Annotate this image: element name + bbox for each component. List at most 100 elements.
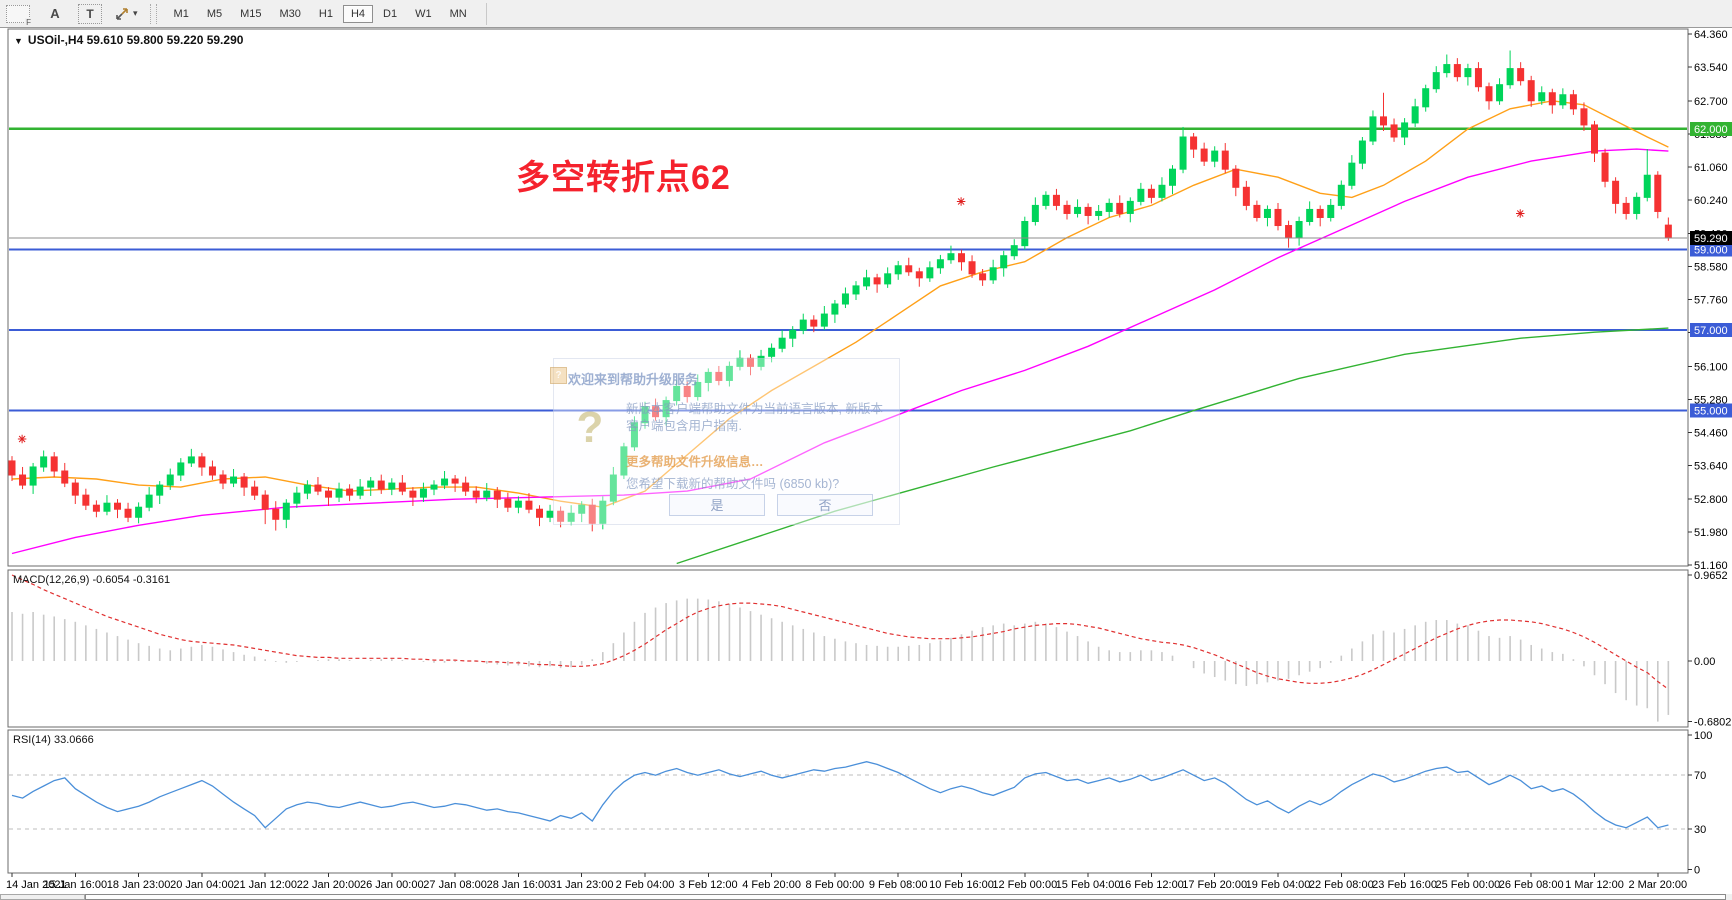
candle-body — [1506, 68, 1514, 86]
scrollbar-left-box — [0, 894, 85, 900]
candle-body — [725, 365, 733, 381]
candle-body — [1010, 245, 1018, 257]
candle-body — [683, 385, 691, 398]
tf-button-MN[interactable]: MN — [449, 7, 467, 20]
candle-body — [1348, 162, 1356, 186]
candle-body — [1464, 68, 1472, 78]
date-label: 2 Mar 20:00 — [1628, 879, 1687, 891]
candle-body — [1306, 208, 1314, 223]
candle-body — [367, 480, 375, 488]
scrollbar-thumb[interactable] — [85, 894, 1726, 900]
rsi-panel-label: RSI(14) 33.0666 — [13, 734, 94, 746]
current-price-pill — [1690, 231, 1732, 246]
candle-body — [272, 508, 280, 520]
candle-body — [968, 261, 976, 275]
text-label-button[interactable]: T — [78, 3, 102, 24]
candle-body — [609, 474, 617, 502]
candle-body — [1390, 124, 1398, 138]
symbol-collapse-icon[interactable]: ▼ — [14, 36, 23, 46]
price-tick-label: 61.060 — [1694, 162, 1728, 174]
price-pill-55.000 — [1690, 403, 1732, 418]
price-tick-label: 55.280 — [1694, 394, 1728, 406]
price-tick-label: 52.800 — [1694, 494, 1728, 506]
candle-body — [346, 488, 354, 496]
candle-body — [166, 474, 174, 486]
candle-body — [557, 510, 565, 522]
candle-body — [715, 371, 723, 381]
candle-body — [1042, 194, 1050, 206]
candle-body — [493, 490, 501, 500]
macd-tick-label: -0.6802 — [1694, 717, 1731, 729]
candle-body — [1622, 202, 1630, 214]
tf-button-D1[interactable]: D1 — [383, 7, 398, 20]
date-label: 21 Jan 12:00 — [233, 879, 297, 891]
candle-body — [325, 490, 332, 498]
candle-body — [335, 488, 343, 498]
candle-body — [1432, 72, 1440, 90]
price-tick-label: 58.580 — [1694, 262, 1728, 274]
date-label: 22 Jan 20:00 — [297, 879, 361, 891]
draw-objects-button[interactable]: ▾ — [114, 3, 138, 25]
tf-button-H1[interactable]: H1 — [318, 7, 333, 20]
ma-slow-green — [676, 327, 1669, 565]
price-tick-label: 51.160 — [1694, 560, 1728, 572]
chart-annotation-text: 多空转折点62 — [516, 159, 731, 197]
price-tick-label: 60.240 — [1694, 195, 1728, 207]
candle-body — [1190, 136, 1198, 150]
candle-body — [219, 474, 227, 484]
tf-button-M1[interactable]: M1 — [173, 7, 189, 20]
candle-body — [1031, 204, 1039, 223]
candle-body — [1169, 168, 1176, 186]
macd-panel-label: MACD(12,26,9) -0.6054 -0.3161 — [13, 574, 171, 586]
candle-body — [50, 456, 58, 472]
candle-body — [251, 486, 259, 496]
date-label: 10 Feb 16:00 — [929, 879, 994, 891]
price-pill-55.000-text: 55.000 — [1694, 406, 1728, 418]
tf-button-M30[interactable]: M30 — [279, 7, 301, 20]
rsi-tick-label: 30 — [1694, 824, 1706, 836]
candle-body — [1274, 208, 1282, 227]
candle-body — [103, 502, 111, 512]
tf-button-H4[interactable]: H4 — [342, 4, 374, 23]
candle-body — [472, 490, 480, 498]
ma-mid-magenta — [11, 148, 1669, 555]
candle-body — [958, 253, 965, 263]
candle-body — [979, 273, 987, 281]
tf-button-W1[interactable]: W1 — [415, 7, 432, 20]
candle-body — [578, 504, 586, 514]
rsi-tick-label: 70 — [1694, 770, 1706, 782]
chart-shift-icon[interactable]: F — [6, 4, 32, 27]
chart-shift-label: F — [25, 17, 32, 27]
candle-body — [303, 484, 311, 494]
candle-body — [799, 319, 807, 331]
tf-button-M5[interactable]: M5 — [206, 7, 223, 20]
candle-body — [1116, 202, 1124, 214]
date-label: 14 Jan 2021 — [6, 879, 67, 891]
candle-body — [377, 480, 385, 490]
price-pill-62.000 — [1690, 121, 1732, 136]
candle-body — [1063, 204, 1071, 214]
price-tick-label: 63.540 — [1694, 62, 1728, 74]
chevron-down-icon[interactable]: ▾ — [133, 8, 138, 18]
date-label: 19 Feb 04:00 — [1246, 879, 1311, 891]
candle-body — [905, 265, 913, 273]
price-tick-label: 56.100 — [1694, 361, 1728, 373]
candle-body — [599, 500, 607, 524]
candle-body — [1052, 194, 1060, 206]
symbol-ohlc-line[interactable]: ▼ USOil-,H4 59.610 59.800 59.220 59.290 — [14, 33, 243, 47]
candle-body — [789, 329, 797, 339]
insert-text-button[interactable]: A — [50, 6, 60, 21]
candle-body — [926, 267, 934, 279]
date-label: 9 Feb 08:00 — [869, 879, 928, 891]
candle-body — [525, 500, 533, 510]
candle-body — [451, 478, 459, 484]
tf-button-M15[interactable]: M15 — [240, 7, 262, 20]
toolbar-gripper[interactable] — [149, 3, 157, 24]
candle-body — [1021, 221, 1029, 247]
candle-body — [177, 462, 185, 476]
sell-marker-icon: ✳ — [957, 196, 966, 208]
symbol-ohlc-text: USOil-,H4 59.610 59.800 59.220 59.290 — [27, 33, 244, 47]
date-label: 3 Feb 12:00 — [679, 879, 738, 891]
date-label: 1 Mar 12:00 — [1565, 879, 1624, 891]
